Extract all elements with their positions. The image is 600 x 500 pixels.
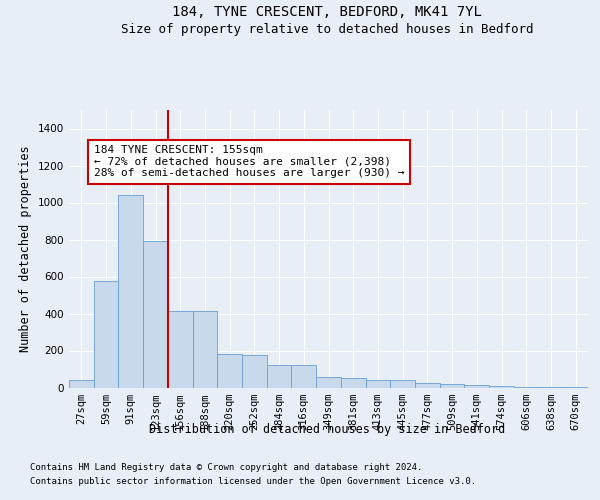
Bar xyxy=(316,378,341,388)
Bar xyxy=(464,386,489,388)
Bar xyxy=(242,355,267,388)
Y-axis label: Number of detached properties: Number of detached properties xyxy=(19,146,32,352)
Text: Distribution of detached houses by size in Bedford: Distribution of detached houses by size … xyxy=(149,422,505,436)
Bar xyxy=(390,380,415,388)
Bar xyxy=(539,387,563,388)
Bar xyxy=(193,310,217,388)
Text: 184, TYNE CRESCENT, BEDFORD, MK41 7YL: 184, TYNE CRESCENT, BEDFORD, MK41 7YL xyxy=(172,5,482,19)
Text: Size of property relative to detached houses in Bedford: Size of property relative to detached ho… xyxy=(121,22,533,36)
Bar xyxy=(168,310,193,388)
Bar xyxy=(94,281,118,388)
Bar xyxy=(267,366,292,388)
Bar xyxy=(341,378,365,388)
Bar xyxy=(292,366,316,388)
Bar xyxy=(440,384,464,388)
Text: Contains public sector information licensed under the Open Government Licence v3: Contains public sector information licen… xyxy=(30,478,476,486)
Bar xyxy=(489,386,514,388)
Bar xyxy=(365,380,390,388)
Text: Contains HM Land Registry data © Crown copyright and database right 2024.: Contains HM Land Registry data © Crown c… xyxy=(30,462,422,471)
Text: 184 TYNE CRESCENT: 155sqm
← 72% of detached houses are smaller (2,398)
28% of se: 184 TYNE CRESCENT: 155sqm ← 72% of detac… xyxy=(94,145,404,178)
Bar xyxy=(217,354,242,388)
Bar xyxy=(118,195,143,388)
Bar xyxy=(415,383,440,388)
Bar xyxy=(143,242,168,388)
Bar xyxy=(69,380,94,388)
Bar xyxy=(514,386,539,388)
